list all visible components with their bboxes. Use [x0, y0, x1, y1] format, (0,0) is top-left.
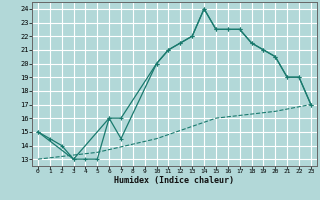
X-axis label: Humidex (Indice chaleur): Humidex (Indice chaleur)	[115, 176, 234, 185]
